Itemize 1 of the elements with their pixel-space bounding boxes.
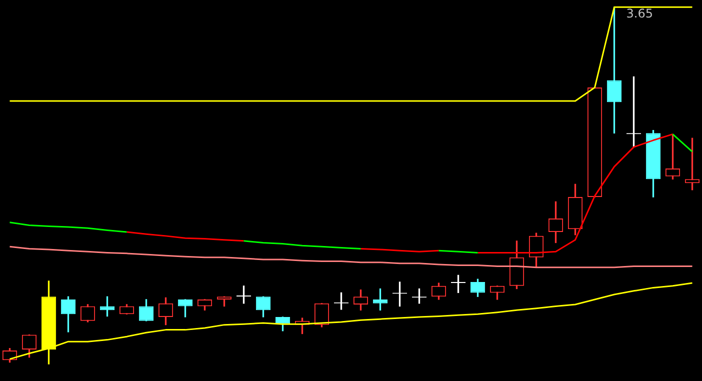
annotation: 3.65: [626, 6, 653, 20]
